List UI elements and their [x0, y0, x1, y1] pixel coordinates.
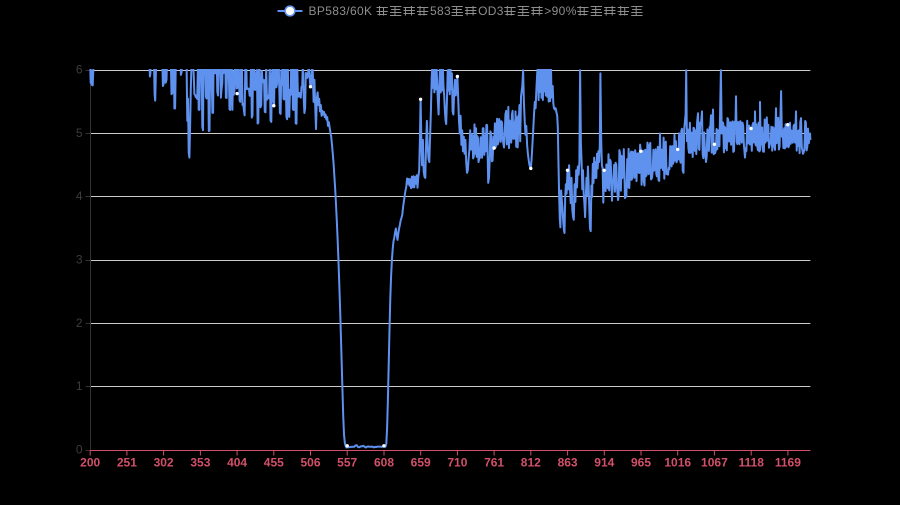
svg-text:1169: 1169 — [775, 456, 801, 470]
svg-text:0: 0 — [76, 443, 83, 457]
svg-text:302: 302 — [154, 456, 174, 470]
svg-text:2: 2 — [76, 316, 83, 330]
svg-text:659: 659 — [411, 456, 431, 470]
svg-text:761: 761 — [484, 456, 504, 470]
svg-text:914: 914 — [594, 456, 614, 470]
svg-text:863: 863 — [558, 456, 578, 470]
svg-text:6: 6 — [76, 63, 83, 77]
svg-text:608: 608 — [374, 456, 394, 470]
svg-text:5: 5 — [76, 126, 83, 140]
svg-text:1067: 1067 — [701, 456, 728, 470]
svg-text:251: 251 — [117, 456, 137, 470]
svg-text:583: 583 — [430, 4, 451, 18]
svg-text:200: 200 — [80, 456, 100, 470]
svg-text:1016: 1016 — [664, 456, 691, 470]
svg-text:353: 353 — [190, 456, 210, 470]
svg-text:506: 506 — [300, 456, 320, 470]
svg-text:710: 710 — [447, 456, 467, 470]
svg-text:OD3: OD3 — [478, 4, 504, 18]
svg-text:4: 4 — [76, 189, 83, 203]
svg-text:1: 1 — [76, 379, 83, 393]
svg-text:BP583/60K: BP583/60K — [309, 4, 373, 18]
svg-text:3: 3 — [76, 253, 83, 267]
svg-text:1118: 1118 — [739, 456, 765, 470]
svg-text:455: 455 — [264, 456, 284, 470]
svg-text:965: 965 — [631, 456, 651, 470]
svg-text:404: 404 — [227, 456, 247, 470]
svg-text:>90%: >90% — [544, 4, 576, 18]
svg-text:812: 812 — [521, 456, 541, 470]
svg-text:557: 557 — [337, 456, 357, 470]
